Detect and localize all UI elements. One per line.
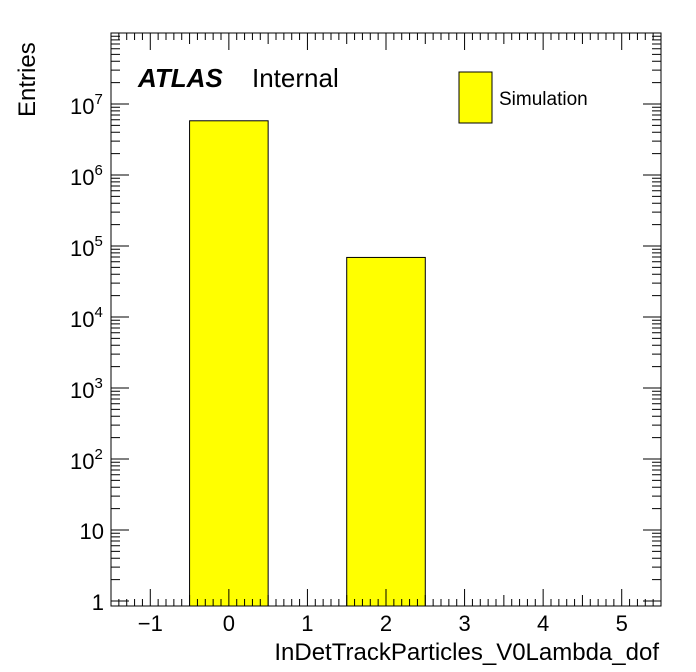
- y-axis-title: Entries: [14, 42, 41, 117]
- x-tick-label: 4: [537, 611, 549, 636]
- plot-frame: [110, 32, 662, 607]
- x-axis-title: InDetTrackParticles_V0Lambda_dof: [274, 639, 659, 666]
- ticks-layer: −1 0 1 2 3 4 5 1 10 102 103 104 105 106 107: [70, 32, 662, 636]
- legend: Simulation: [458, 71, 588, 124]
- atlas-status-label: Internal: [252, 63, 339, 93]
- bars-layer: [189, 120, 426, 607]
- x-tick-label: −1: [138, 611, 163, 636]
- bar-0: [189, 120, 269, 607]
- x-tick-label: 0: [223, 611, 235, 636]
- y-tick-label: 105: [70, 233, 103, 261]
- x-tick-label: 3: [458, 611, 470, 636]
- legend-swatch: [458, 71, 493, 124]
- y-tick-label: 104: [70, 304, 103, 332]
- x-tick-label: 2: [380, 611, 392, 636]
- x-tick-label: 5: [616, 611, 628, 636]
- y-tick-label: 106: [70, 162, 103, 190]
- legend-label: Simulation: [499, 89, 588, 110]
- y-tick-label: 10: [80, 519, 104, 544]
- y-tick-label: 1: [92, 590, 104, 615]
- bar-2: [346, 256, 426, 607]
- x-tick-label: 1: [301, 611, 313, 636]
- y-tick-label: 107: [70, 91, 103, 119]
- y-tick-label: 103: [70, 375, 103, 403]
- y-tick-label: 102: [70, 446, 103, 474]
- atlas-label: ATLAS: [137, 63, 223, 93]
